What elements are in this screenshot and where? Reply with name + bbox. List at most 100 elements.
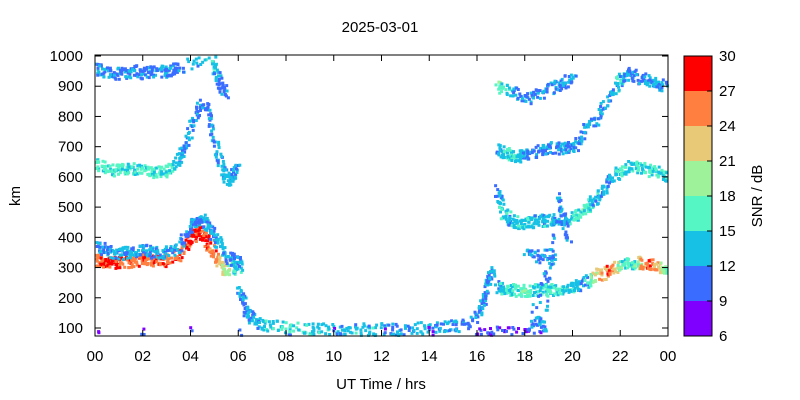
- data-point: [178, 147, 182, 151]
- data-point: [117, 77, 121, 81]
- data-point: [146, 172, 150, 176]
- data-point: [204, 239, 208, 243]
- data-point: [190, 234, 193, 237]
- data-point: [242, 314, 246, 318]
- data-point: [514, 287, 518, 291]
- data-point: [184, 134, 188, 138]
- data-point: [221, 84, 225, 88]
- data-point: [641, 265, 645, 269]
- data-point: [354, 327, 358, 331]
- data-point: [201, 103, 205, 107]
- data-point: [579, 215, 583, 219]
- data-point: [516, 224, 520, 228]
- data-point: [651, 262, 655, 266]
- data-point: [97, 254, 101, 258]
- data-point: [280, 327, 284, 331]
- data-point: [156, 251, 160, 255]
- data-point: [102, 248, 106, 252]
- data-point: [223, 273, 227, 277]
- data-point: [138, 171, 142, 175]
- data-point: [523, 291, 527, 294]
- data-point: [538, 89, 542, 93]
- data-point: [551, 254, 555, 258]
- data-point: [498, 202, 502, 206]
- data-point: [238, 264, 241, 268]
- data-point: [607, 99, 611, 103]
- data-point: [549, 141, 553, 145]
- data-point: [219, 74, 223, 78]
- data-point: [190, 222, 193, 226]
- data-point: [499, 210, 502, 214]
- data-point: [231, 251, 235, 255]
- data-point: [217, 143, 221, 147]
- data-point: [476, 332, 480, 336]
- data-point: [195, 105, 198, 109]
- data-point: [214, 260, 217, 264]
- data-point: [268, 323, 272, 327]
- data-point: [128, 256, 132, 260]
- data-point: [632, 79, 636, 83]
- data-point: [577, 288, 580, 291]
- data-point: [207, 113, 211, 117]
- data-point: [115, 248, 119, 252]
- data-point: [626, 266, 629, 270]
- data-point: [648, 80, 652, 84]
- data-point: [658, 83, 662, 87]
- data-point: [160, 69, 164, 73]
- data-point: [173, 246, 177, 249]
- data-point: [225, 89, 229, 93]
- data-point: [561, 152, 565, 156]
- data-point: [109, 245, 113, 248]
- data-point: [427, 326, 431, 329]
- data-point: [616, 263, 620, 267]
- data-point: [165, 74, 169, 78]
- data-point: [542, 150, 546, 154]
- data-point: [620, 165, 624, 169]
- data-point: [134, 256, 138, 260]
- y-tick-label: 100: [58, 320, 83, 337]
- data-point: [542, 89, 546, 93]
- data-point: [100, 259, 104, 263]
- colorbar-swatch: [684, 126, 712, 161]
- data-point: [593, 273, 597, 277]
- data-point: [532, 331, 536, 335]
- data-point: [560, 77, 564, 81]
- data-point: [498, 146, 502, 150]
- data-point: [498, 149, 502, 153]
- data-point: [650, 80, 654, 84]
- data-point: [501, 198, 505, 202]
- data-point: [504, 217, 508, 221]
- data-point: [512, 89, 516, 93]
- data-point: [159, 175, 163, 179]
- data-point: [527, 225, 531, 229]
- data-point: [196, 110, 200, 113]
- data-point: [133, 173, 137, 176]
- data-point: [233, 270, 237, 274]
- data-point: [163, 71, 167, 75]
- data-point: [579, 142, 583, 146]
- data-point: [564, 217, 568, 221]
- data-point: [212, 140, 216, 144]
- data-point: [519, 222, 523, 225]
- data-point: [392, 332, 396, 336]
- data-point: [503, 156, 507, 159]
- data-point: [161, 256, 165, 260]
- data-point: [223, 93, 227, 97]
- data-point: [614, 92, 618, 96]
- data-point: [504, 214, 508, 218]
- data-point: [490, 266, 494, 270]
- data-point: [538, 319, 542, 323]
- data-point: [582, 203, 586, 207]
- data-point: [167, 257, 171, 261]
- data-point: [185, 144, 189, 148]
- data-point: [537, 258, 541, 262]
- colorbar-tick-label: 12: [719, 258, 736, 275]
- data-point: [111, 256, 115, 260]
- data-point: [590, 199, 594, 202]
- data-point: [101, 67, 104, 71]
- data-point: [552, 286, 556, 290]
- data-point: [541, 320, 545, 324]
- data-point: [221, 272, 225, 276]
- data-point: [479, 299, 483, 303]
- data-point: [530, 325, 534, 329]
